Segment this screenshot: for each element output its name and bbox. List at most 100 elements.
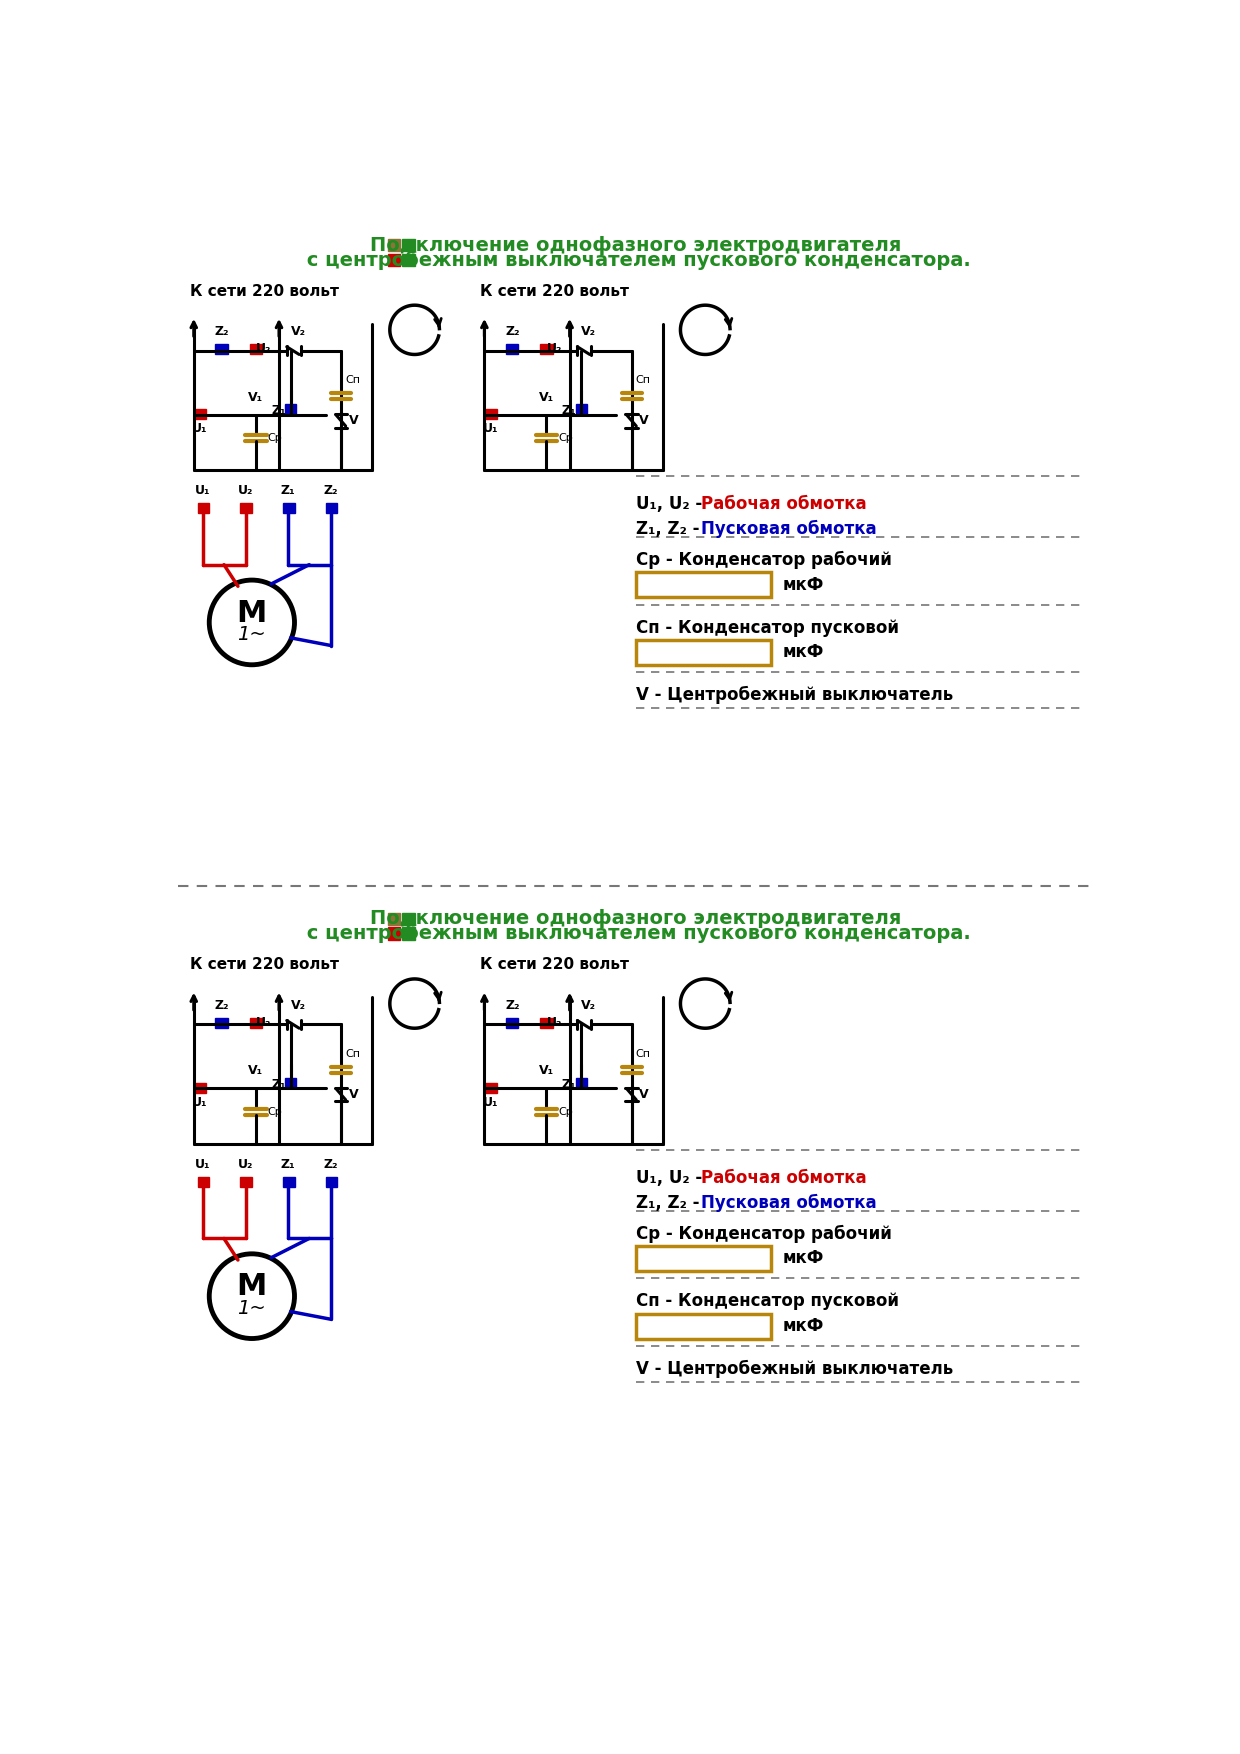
Bar bbox=[193, 1082, 206, 1093]
Text: U₁: U₁ bbox=[196, 1158, 211, 1170]
Text: U₁: U₁ bbox=[192, 1096, 207, 1109]
Text: Z₁: Z₁ bbox=[272, 1079, 286, 1091]
Text: Cр: Cр bbox=[558, 433, 573, 444]
Bar bbox=[197, 1177, 210, 1187]
Bar bbox=[283, 503, 295, 514]
Bar bbox=[193, 409, 206, 419]
Text: с центробежным выключателем пускового конденсатора.: с центробежным выключателем пускового ко… bbox=[300, 251, 971, 270]
Text: V₂: V₂ bbox=[582, 1000, 596, 1012]
Text: U₂: U₂ bbox=[238, 484, 253, 496]
Text: Пусковая обмотка: Пусковая обмотка bbox=[702, 519, 877, 538]
Bar bbox=[216, 344, 228, 354]
Bar bbox=[485, 1082, 497, 1093]
Text: Z₂: Z₂ bbox=[215, 1000, 229, 1012]
Text: U₁, U₂ -: U₁, U₂ - bbox=[635, 495, 708, 514]
Bar bbox=[285, 1077, 296, 1087]
Bar bbox=[197, 503, 210, 514]
Text: Z₁: Z₁ bbox=[281, 1158, 295, 1170]
Text: V₁: V₁ bbox=[248, 391, 263, 403]
Bar bbox=[241, 503, 252, 514]
Text: U₁: U₁ bbox=[482, 423, 498, 435]
Text: Z₁, Z₂ -: Z₁, Z₂ - bbox=[635, 1194, 704, 1212]
Bar bbox=[249, 344, 262, 354]
Text: V₂: V₂ bbox=[290, 324, 305, 339]
Bar bbox=[541, 1019, 553, 1028]
Bar bbox=[387, 254, 399, 267]
Text: К сети 220 вольт: К сети 220 вольт bbox=[481, 958, 630, 972]
Bar bbox=[216, 1019, 228, 1028]
Text: U₁, U₂ -: U₁, U₂ - bbox=[635, 1170, 708, 1187]
Bar bbox=[402, 254, 414, 267]
Text: Z₂: Z₂ bbox=[324, 1158, 339, 1170]
Text: мкФ: мкФ bbox=[782, 1249, 825, 1268]
Text: Z₂: Z₂ bbox=[505, 324, 520, 339]
Text: V: V bbox=[348, 1087, 358, 1102]
Text: U₁: U₁ bbox=[482, 1096, 498, 1109]
Text: V - Центробежный выключатель: V - Центробежный выключатель bbox=[635, 686, 952, 705]
Text: Z₂: Z₂ bbox=[324, 484, 339, 496]
Bar bbox=[387, 239, 399, 251]
Text: Cр: Cр bbox=[268, 1107, 283, 1117]
Text: Cр: Cр bbox=[558, 1107, 573, 1117]
Text: V: V bbox=[640, 414, 649, 428]
Text: Z₁, Z₂ -: Z₁, Z₂ - bbox=[635, 519, 704, 538]
Text: с центробежным выключателем пускового конденсатора.: с центробежным выключателем пускового ко… bbox=[300, 924, 971, 944]
Bar bbox=[635, 572, 771, 596]
Text: Ср - Конденсатор рабочий: Ср - Конденсатор рабочий bbox=[635, 551, 892, 568]
Bar bbox=[635, 1314, 771, 1338]
Text: М: М bbox=[237, 598, 267, 628]
Text: Рабочая обмотка: Рабочая обмотка bbox=[702, 495, 867, 514]
Bar bbox=[387, 928, 399, 940]
Text: V₁: V₁ bbox=[539, 1065, 554, 1077]
Text: V₁: V₁ bbox=[539, 391, 554, 403]
Bar bbox=[241, 1177, 252, 1187]
Text: Z₁: Z₁ bbox=[562, 403, 577, 417]
Text: V: V bbox=[348, 414, 358, 428]
Bar bbox=[575, 403, 587, 414]
Text: К сети 220 вольт: К сети 220 вольт bbox=[481, 284, 630, 298]
Text: Сп - Конденсатор пусковой: Сп - Конденсатор пусковой bbox=[635, 619, 899, 637]
Text: мкФ: мкФ bbox=[782, 575, 825, 593]
Text: мкФ: мкФ bbox=[782, 644, 825, 661]
Text: мкФ: мкФ bbox=[782, 1317, 825, 1335]
Bar bbox=[387, 912, 399, 924]
Text: Z₁: Z₁ bbox=[562, 1079, 577, 1091]
Text: Z₂: Z₂ bbox=[505, 1000, 520, 1012]
Text: К сети 220 вольт: К сети 220 вольт bbox=[190, 284, 339, 298]
Text: Cр: Cр bbox=[268, 433, 283, 444]
Bar bbox=[635, 1245, 771, 1270]
Text: U₁: U₁ bbox=[196, 484, 211, 496]
Bar bbox=[402, 239, 414, 251]
Text: Сп - Конденсатор пусковой: Сп - Конденсатор пусковой bbox=[635, 1293, 899, 1310]
Text: Z₁: Z₁ bbox=[281, 484, 295, 496]
Bar bbox=[575, 1077, 587, 1087]
Text: Подключение однофазного электродвигателя: Подключение однофазного электродвигателя bbox=[370, 235, 901, 254]
Bar bbox=[325, 1177, 337, 1187]
Text: U₂: U₂ bbox=[255, 342, 272, 354]
Text: Сп: Сп bbox=[345, 375, 360, 386]
Bar bbox=[506, 344, 518, 354]
Text: Ср - Конденсатор рабочий: Ср - Конденсатор рабочий bbox=[635, 1224, 892, 1244]
Bar bbox=[541, 344, 553, 354]
Text: К сети 220 вольт: К сети 220 вольт bbox=[190, 958, 339, 972]
Text: V₂: V₂ bbox=[582, 324, 596, 339]
Text: V₁: V₁ bbox=[248, 1065, 263, 1077]
Text: М: М bbox=[237, 1272, 267, 1301]
Text: V₂: V₂ bbox=[290, 1000, 305, 1012]
Text: U₂: U₂ bbox=[255, 1016, 272, 1028]
Text: Подключение однофазного электродвигателя: Подключение однофазного электродвигателя bbox=[370, 909, 901, 928]
Text: Рабочая обмотка: Рабочая обмотка bbox=[702, 1170, 867, 1187]
Bar bbox=[402, 912, 414, 924]
Text: U₂: U₂ bbox=[238, 1158, 253, 1170]
Text: Сп: Сп bbox=[345, 1049, 360, 1059]
Text: Пусковая обмотка: Пусковая обмотка bbox=[702, 1194, 877, 1212]
Bar bbox=[283, 1177, 295, 1187]
Bar bbox=[402, 928, 414, 940]
Bar bbox=[325, 503, 337, 514]
Text: U₁: U₁ bbox=[192, 423, 207, 435]
Bar bbox=[249, 1019, 262, 1028]
Bar bbox=[635, 640, 771, 665]
Text: Z₁: Z₁ bbox=[272, 403, 286, 417]
Bar bbox=[506, 1019, 518, 1028]
Text: Сп: Сп bbox=[635, 375, 651, 386]
